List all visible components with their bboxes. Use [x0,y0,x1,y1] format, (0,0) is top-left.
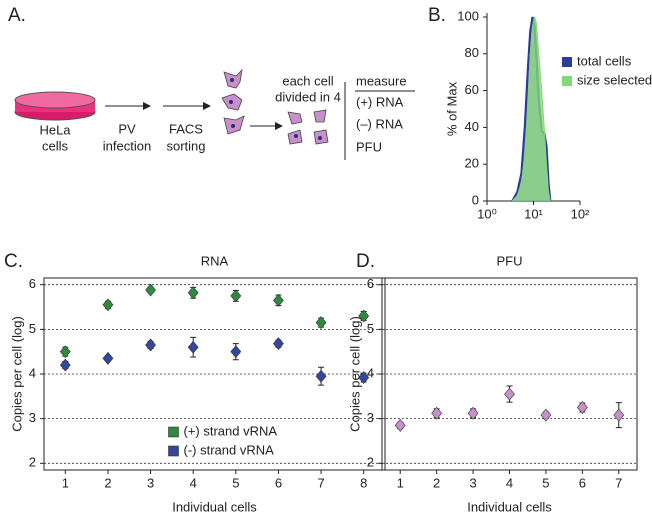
measure-title: measure [356,73,407,88]
marker [431,406,443,420]
cell [313,109,327,123]
y-tick-label: 2 [29,455,36,470]
dish [14,91,96,109]
step-label: cells [42,138,69,153]
panel-label: A. [8,5,26,26]
marker [187,286,199,300]
y-tick-label: 80 [465,45,479,60]
legend-label: (-) strand vRNA [184,442,275,457]
x-axis-label: Individual cells [172,499,257,514]
y-tick-label: 60 [465,82,479,97]
chart-title: RNA [201,253,229,268]
x-tick-label: 7 [615,475,622,490]
x-tick-label: 6 [579,475,586,490]
marker [273,337,284,351]
y-axis-label: Copies per cell (log) [347,316,362,432]
x-tick-label: 4 [190,475,197,490]
panel-label: C. [4,251,23,272]
marker [613,408,625,422]
marker [273,293,284,307]
area [511,15,551,202]
step-label: sorting [166,138,205,153]
step-label: PV [118,121,136,136]
chart-title: PFU [497,253,523,268]
y-tick-label: 5 [367,321,374,336]
x-tick-label: 10² [571,206,590,221]
y-tick-label: 20 [465,156,479,171]
x-tick-label: 8 [360,475,367,490]
marker [59,345,71,359]
marker [59,358,71,372]
diagram: HeLa cells PV infection FACS sorting eac… [14,68,415,160]
marker [230,289,242,303]
y-tick-label: 4 [29,365,36,380]
marker [394,418,406,432]
legend-swatch [562,76,572,86]
y-tick-label: 100 [457,8,479,23]
step-label: divided in 4 [275,89,341,104]
legend-label: total cells [577,53,632,68]
marker [187,340,199,354]
legend-swatch [168,426,179,438]
marker [576,401,588,414]
x-tick-label: 4 [506,475,513,490]
legend-swatch [562,57,572,67]
step-label: FACS [169,121,203,136]
y-axis-label: Copies per cell (log) [9,316,24,432]
y-tick-label: 4 [367,365,374,380]
x-tick-label: 7 [317,475,324,490]
y-tick-label: 3 [367,410,374,425]
marker [315,369,327,383]
marker [358,371,370,385]
marker [145,283,156,297]
y-tick-label: 6 [29,276,36,291]
y-axis-label: % of Max [444,81,459,136]
y-tick-label: 5 [29,321,36,336]
x-tick-label: 1 [397,475,404,490]
x-tick-label: 3 [469,475,476,490]
marker [102,351,114,365]
cell [287,111,303,125]
panel-label: B. [428,5,446,26]
measure: PFU [356,139,382,154]
y-tick-label: 2 [367,455,374,470]
x-tick-label: 5 [232,475,239,490]
legend-label: size selected [577,72,652,87]
x-tick-label: 10¹ [524,206,543,221]
panel-label: D. [356,251,375,272]
marker [145,338,156,352]
step-label: HeLa [39,122,71,137]
step-label: each cell [282,73,333,88]
marker [315,316,327,330]
x-tick-label: 2 [433,475,440,490]
y-tick-label: 40 [465,119,479,134]
marker [504,387,515,401]
y-tick-label: 3 [29,410,36,425]
legend-swatch [168,445,179,457]
x-tick-label: 5 [542,475,549,490]
marker [540,408,552,422]
x-tick-label: 1 [62,475,69,490]
measure: (–) RNA [356,116,403,131]
y-tick-label: 0 [472,192,479,207]
x-tick-label: 10⁰ [477,206,497,221]
x-tick-label: 6 [275,475,282,490]
measure: (+) RNA [356,94,404,109]
marker [230,345,242,359]
legend-label: (+) strand vRNA [184,423,278,438]
x-axis-label: Individual cells [467,499,552,514]
x-tick-label: 2 [104,475,111,490]
marker [358,309,370,323]
y-tick-label: 6 [367,276,374,291]
marker [467,406,479,420]
x-tick-label: 3 [147,475,154,490]
marker [102,298,114,312]
step-label: infection [103,138,151,153]
